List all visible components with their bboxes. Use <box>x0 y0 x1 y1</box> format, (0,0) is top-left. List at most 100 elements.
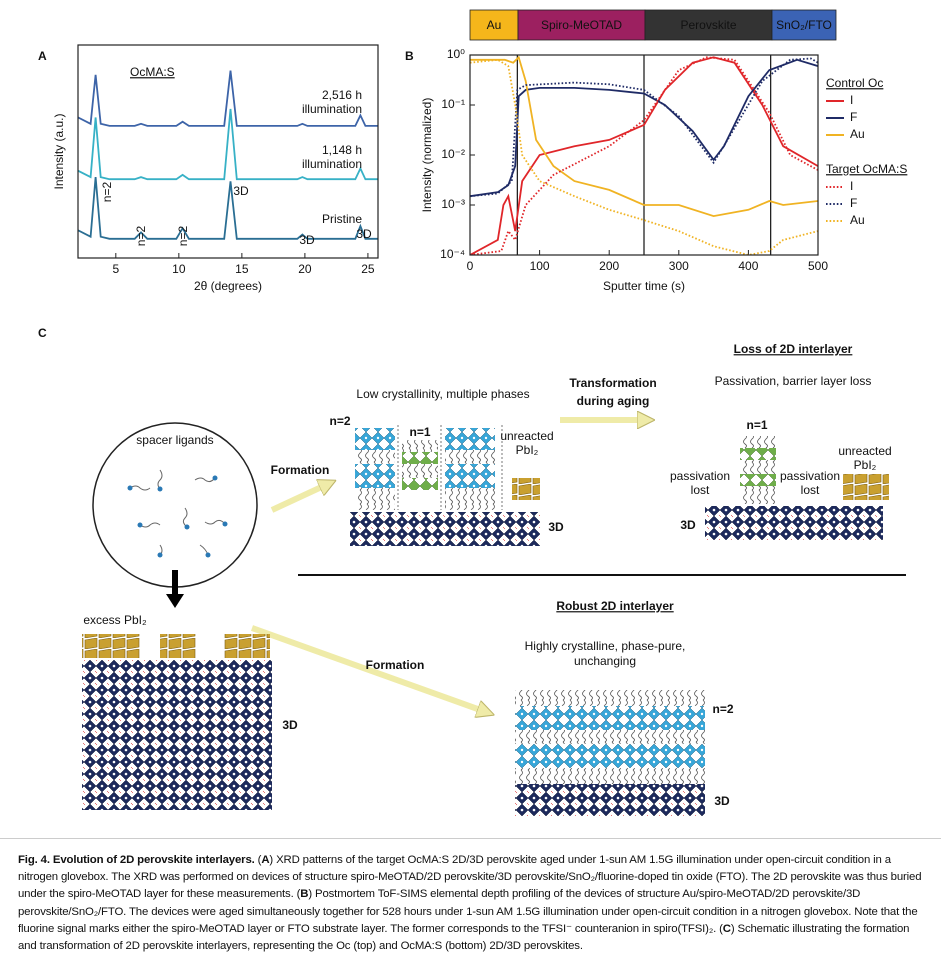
schematic-label: n=1 <box>746 418 767 432</box>
pbi2 <box>82 634 140 658</box>
ligand-layer <box>740 486 776 504</box>
legend-label: F <box>850 110 857 124</box>
n1-phase <box>402 478 438 490</box>
ligand-heads <box>127 475 228 558</box>
n1-phase <box>402 452 438 464</box>
x-tick-label: 20 <box>298 262 312 276</box>
y-tick-label: 10⁰ <box>447 47 465 61</box>
annotation: 1,148 h <box>322 143 362 157</box>
n1-phase <box>740 474 776 486</box>
legend-group-title: Control Oc <box>826 76 883 90</box>
pbi2 <box>843 474 889 500</box>
series-line <box>78 177 378 240</box>
annotation: n=2 <box>134 225 148 246</box>
panel-label: C <box>38 326 47 340</box>
legend-group-title: Target OcMA:S <box>826 162 907 176</box>
ligand-layer <box>515 730 705 744</box>
schematic-label: n=2 <box>329 414 350 428</box>
x-axis-label: 2θ (degrees) <box>194 279 262 293</box>
y-axis-label: Intensity (normalized) <box>420 98 434 213</box>
layer-band <box>644 9 773 41</box>
n2-phase <box>355 464 395 488</box>
caption-text: ) Schematic illustrating the formation a… <box>18 922 910 953</box>
y-tick-label: 10⁻¹ <box>441 97 465 111</box>
down-arrow-head <box>166 594 184 608</box>
ligand-layer <box>402 440 438 452</box>
caption-panel: B <box>300 888 309 901</box>
series-line <box>470 57 818 198</box>
caption-panel: C <box>722 922 731 935</box>
schematic-label: n=2 <box>712 702 733 716</box>
schematic-label: 3D <box>714 794 730 808</box>
plot-frame <box>77 44 379 259</box>
schematic-label: Loss of 2D interlayer <box>734 342 853 356</box>
annotation: illumination <box>302 102 362 116</box>
caption-text: ) XRD patterns of the target OcMA:S 2D/3… <box>18 854 922 901</box>
caption-title: Fig. 4. Evolution of 2D perovskite inter… <box>18 854 255 866</box>
x-tick-label: 200 <box>599 259 619 273</box>
schematic-label: during aging <box>577 394 650 408</box>
schematic-label: Highly crystalline, phase-pure, <box>525 639 686 653</box>
n2-phase <box>445 464 495 488</box>
figure: Loss of 2D interlayer Passivation, barrie… <box>38 9 907 816</box>
layer-band <box>771 9 837 41</box>
n1-phase <box>740 448 776 460</box>
schematic-label: unreacted <box>838 444 891 458</box>
layer-label: SnO₂/FTO <box>776 18 832 32</box>
layer-band <box>517 9 646 41</box>
bulk-3d <box>82 660 272 810</box>
schematic-label: lost <box>691 483 710 497</box>
ligand-layer <box>445 488 495 510</box>
legend-label: I <box>850 93 853 107</box>
ligand-layer <box>740 436 776 448</box>
y-tick-label: 10⁻² <box>441 147 465 161</box>
ligand-circle <box>92 422 258 588</box>
schematic-label: passivation <box>670 469 730 483</box>
annotation: 3D <box>356 227 372 241</box>
series-line <box>470 58 818 198</box>
ligand-layer <box>402 464 438 478</box>
annotation: 3D <box>299 233 315 247</box>
x-tick-label: 10 <box>172 262 186 276</box>
annotation: Pristine <box>322 212 362 226</box>
schematic-label: Transformation <box>569 376 656 390</box>
x-axis-label: Sputter time (s) <box>603 279 685 293</box>
annotation: n=2 <box>100 181 114 202</box>
ligand-layer <box>740 460 776 474</box>
x-tick-label: 100 <box>530 259 550 273</box>
legend-label: Au <box>850 127 865 141</box>
x-tick-label: 500 <box>808 259 828 273</box>
series-line <box>470 55 818 218</box>
separator <box>0 838 941 839</box>
pbi2 <box>512 478 540 500</box>
x-tick-label: 5 <box>112 262 119 276</box>
schematic-label: 3D <box>680 518 696 532</box>
caption-text: ( <box>254 854 262 866</box>
schematic: Loss of 2D interlayer Passivation, barrie… <box>82 342 906 816</box>
y-axis-label: Intensity (a.u.) <box>52 113 66 189</box>
bulk-3d <box>515 784 705 816</box>
schematic-label: unreacted <box>500 429 553 443</box>
ligand-layer <box>445 450 495 464</box>
schematic-label: spacer ligands <box>136 433 213 447</box>
x-tick-label: 15 <box>235 262 249 276</box>
x-tick-label: 300 <box>669 259 689 273</box>
formation-arrow <box>250 625 486 712</box>
schematic-label: n=1 <box>409 425 430 439</box>
pbi2 <box>224 634 270 658</box>
series-line <box>470 56 818 255</box>
annotation: 2,516 h <box>322 88 362 102</box>
panel-label: A <box>38 49 47 63</box>
series-line <box>78 70 378 127</box>
schematic-label: excess PbI₂ <box>83 613 147 627</box>
layer-label: Spiro-MeOTAD <box>541 18 622 32</box>
bulk-3d <box>350 512 540 546</box>
schematic-label: unchanging <box>574 654 636 668</box>
ligand-layer <box>355 450 395 464</box>
panel-label: B <box>405 49 414 63</box>
series-line <box>470 56 818 255</box>
y-tick-label: 10⁻³ <box>441 197 465 211</box>
ligand-layer <box>355 488 395 510</box>
ligands <box>129 469 226 556</box>
